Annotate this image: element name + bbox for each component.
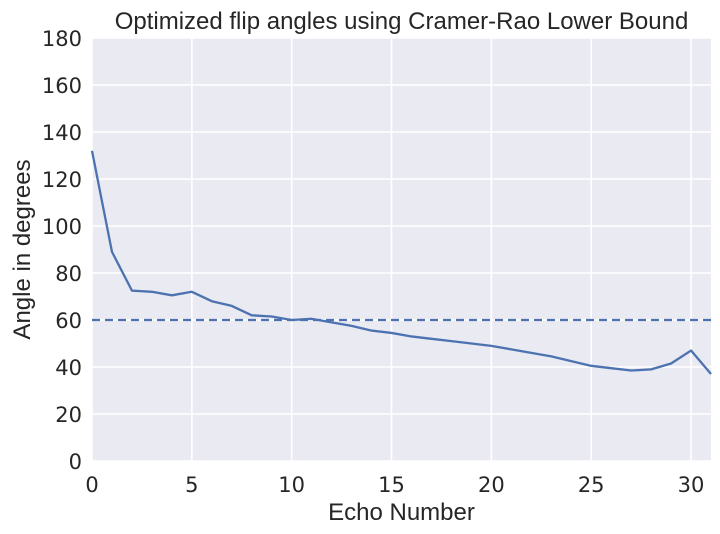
x-tick-label: 25 <box>578 473 605 497</box>
y-axis-label: Angle in degrees <box>9 159 36 339</box>
y-tick-label: 140 <box>42 121 82 145</box>
x-tick-label: 15 <box>378 473 405 497</box>
x-tick-label: 5 <box>185 473 198 497</box>
y-tick-label: 180 <box>42 27 82 51</box>
y-tick-label: 160 <box>42 74 82 98</box>
flip-angle-line <box>90 150 712 375</box>
y-tick-label: 80 <box>55 262 82 286</box>
plot-background <box>92 38 711 461</box>
y-tick-labels: 0 20 40 60 80 100 120 140 160 180 <box>42 27 82 474</box>
y-tick-label: 40 <box>55 356 82 380</box>
x-axis-label: Echo Number <box>328 499 475 526</box>
y-tick-label: 0 <box>69 450 82 474</box>
x-tick-label: 0 <box>85 473 98 497</box>
y-tick-label: 120 <box>42 168 82 192</box>
x-tick-labels: 0 5 10 15 20 25 30 <box>85 473 704 497</box>
y-tick-label: 100 <box>42 215 82 239</box>
x-tick-label: 10 <box>278 473 305 497</box>
grid <box>91 37 711 462</box>
y-tick-label: 60 <box>55 309 82 333</box>
series-layer <box>90 150 712 375</box>
chart-title: Optimized flip angles using Cramer-Rao L… <box>115 8 689 35</box>
y-tick-label: 20 <box>55 403 82 427</box>
x-tick-label: 30 <box>678 473 705 497</box>
x-tick-label: 20 <box>478 473 505 497</box>
